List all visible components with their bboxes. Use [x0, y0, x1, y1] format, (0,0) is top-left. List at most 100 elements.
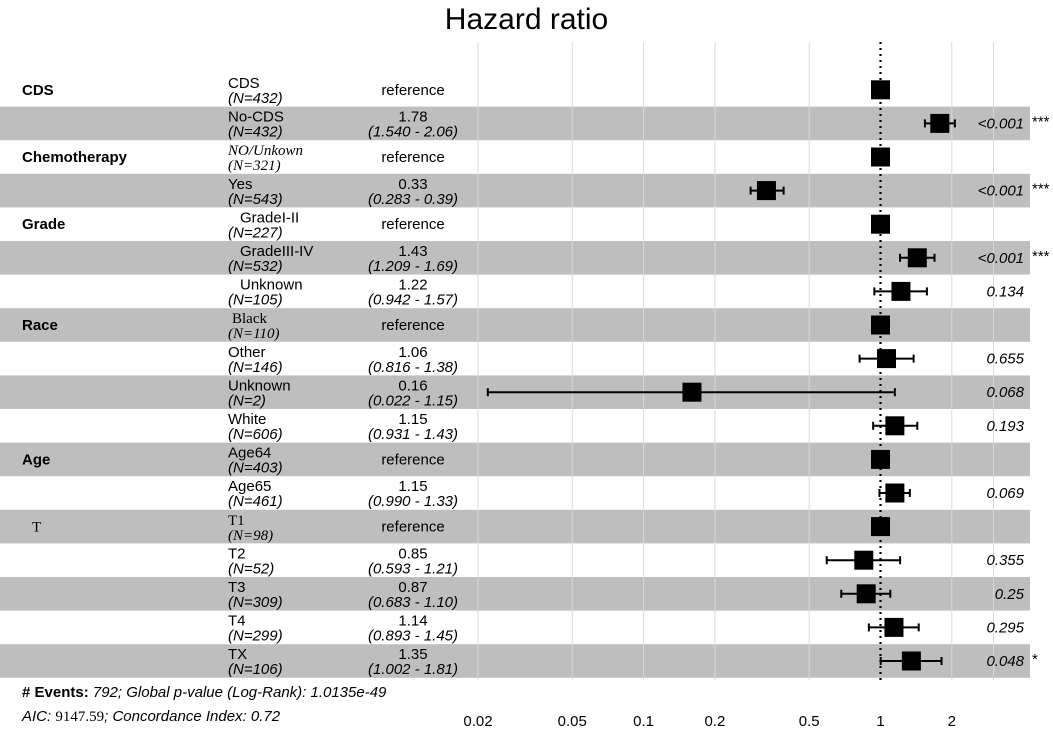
hr-point: [856, 584, 876, 604]
hr-value: 1.78: [398, 109, 427, 126]
ci-value: (0.022 - 1.15): [368, 392, 458, 409]
hr-value: reference: [381, 149, 444, 166]
level-label: GradeIII-IV: [240, 243, 313, 260]
p-value: 0.069: [986, 485, 1024, 502]
level-label: T1: [228, 513, 245, 529]
level-label: NO/Unkown: [227, 143, 303, 159]
hr-value: 1.14: [398, 613, 427, 630]
hr-point: [871, 449, 890, 469]
n-label: (N=105): [228, 292, 283, 309]
hr-value: reference: [381, 216, 444, 233]
level-label: Age65: [228, 478, 271, 495]
n-label: (N=98): [228, 528, 273, 544]
row-stripe: [0, 442, 1030, 477]
n-label: (N=52): [228, 560, 274, 577]
chart-title: Hazard ratio: [444, 3, 609, 36]
x-tick-label: 0.02: [463, 713, 492, 730]
hr-point: [854, 550, 874, 570]
x-tick-label: 1: [876, 713, 884, 730]
p-value: 0.25: [995, 586, 1025, 603]
row-stripe: [0, 173, 1030, 208]
footer-aic-value: 9147.59: [55, 709, 105, 725]
p-value: <0.001: [978, 115, 1024, 132]
hr-value: 0.85: [398, 545, 427, 562]
level-label: Unknown: [228, 377, 291, 394]
level-label: T2: [228, 545, 246, 562]
level-label: No-CDS: [228, 109, 284, 126]
hr-value: 1.35: [398, 646, 427, 663]
significance-stars: ***: [1032, 248, 1050, 265]
hr-value: 0.33: [398, 176, 427, 193]
hr-value: reference: [381, 451, 444, 468]
hr-point: [884, 617, 904, 637]
p-value: 0.655: [986, 351, 1024, 368]
p-value: <0.001: [978, 183, 1024, 200]
row-stripe: [0, 106, 1030, 141]
n-label: (N=321): [228, 158, 281, 174]
n-label: (N=110): [228, 326, 280, 342]
x-tick-label: 0.05: [558, 713, 587, 730]
hr-value: 1.15: [398, 478, 427, 495]
row-stripe: [0, 308, 1030, 342]
variable-label: Chemotherapy: [22, 149, 128, 166]
ci-value: (0.683 - 1.10): [368, 594, 458, 611]
hr-value: 0.87: [398, 579, 427, 596]
ci-value: (0.942 - 1.57): [368, 292, 458, 309]
hr-value: reference: [381, 317, 444, 334]
n-label: (N=461): [228, 493, 283, 510]
n-label: (N=432): [228, 90, 283, 107]
level-label: CDS: [228, 75, 260, 92]
hr-point: [885, 483, 905, 503]
n-label: (N=227): [228, 224, 283, 241]
hr-point: [907, 248, 927, 268]
level-label: T3: [228, 579, 246, 596]
n-label: (N=532): [228, 258, 283, 275]
level-label: GradeI-II: [240, 209, 299, 226]
hr-point: [871, 517, 890, 537]
ci-value: (1.209 - 1.69): [368, 258, 458, 275]
ci-value: (1.002 - 1.81): [368, 661, 458, 678]
hr-point: [756, 181, 776, 201]
n-label: (N=106): [228, 661, 283, 678]
hr-point: [891, 281, 911, 301]
n-label: (N=543): [228, 191, 283, 208]
ci-value: (1.540 - 2.06): [368, 124, 458, 141]
x-tick-label: 0.1: [633, 713, 654, 730]
significance-stars: *: [1032, 651, 1038, 668]
footer-events-value: 792; Global p-value (Log-Rank): 1.0135e-…: [92, 684, 387, 701]
variable-label: Grade: [22, 216, 65, 233]
ci-value: (0.593 - 1.21): [368, 560, 458, 577]
p-value: 0.134: [986, 283, 1024, 300]
n-label: (N=309): [228, 594, 283, 611]
ci-value: (0.816 - 1.38): [368, 359, 458, 376]
ci-value: (0.990 - 1.33): [368, 493, 458, 510]
n-label: (N=2): [228, 392, 266, 409]
hr-point: [871, 80, 890, 100]
p-value: 0.048: [986, 653, 1024, 670]
hr-value: 1.15: [398, 411, 427, 428]
hr-point: [885, 416, 905, 436]
hr-value: 1.22: [398, 277, 427, 294]
hr-value: reference: [381, 519, 444, 536]
level-label: Age64: [228, 445, 271, 462]
footer-aic-label: AIC:: [22, 708, 52, 725]
p-value: 0.068: [986, 384, 1024, 401]
hr-point: [876, 349, 896, 369]
hr-point: [871, 214, 890, 234]
n-label: (N=146): [228, 359, 283, 376]
footer-events-label: # Events:: [22, 684, 89, 701]
footer-concordance: ; Concordance Index: 0.72: [104, 708, 281, 725]
x-tick-label: 0.2: [704, 713, 725, 730]
row-stripe: [0, 644, 1030, 678]
ci-value: (0.931 - 1.43): [368, 426, 458, 443]
significance-stars: ***: [1032, 113, 1050, 130]
hr-point: [930, 113, 950, 133]
row-stripe: [0, 241, 1030, 275]
n-label: (N=606): [228, 426, 283, 443]
n-label: (N=403): [228, 460, 283, 477]
hr-point: [682, 382, 702, 402]
n-label: (N=432): [228, 124, 283, 141]
footer-events: # Events: 792; Global p-value (Log-Rank)…: [22, 684, 386, 701]
level-label: TX: [228, 646, 247, 663]
